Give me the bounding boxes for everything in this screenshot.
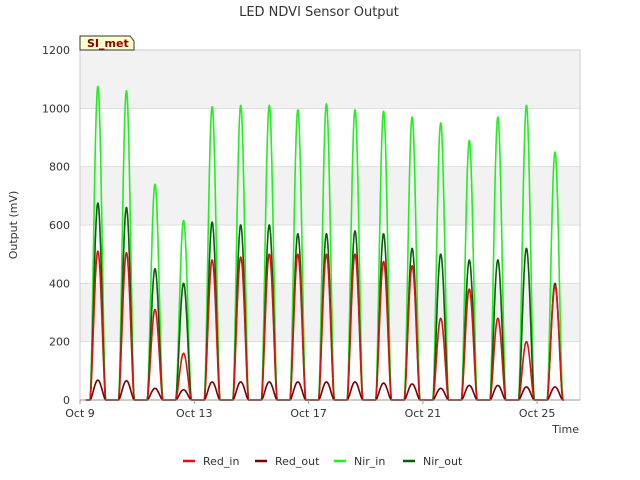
chart-title: LED NDVI Sensor Output [239,5,399,20]
legend-label: Nir_in [354,455,385,468]
x-tick-label: Oct 9 [65,407,95,420]
x-axis-label: Time [551,423,579,436]
legend-label: Red_out [275,455,320,468]
plot-band [80,108,580,167]
y-tick-label: 400 [49,277,70,290]
axes: 0 200 400 600 800 1000 1200 Oct 9 Oct 13 Oct 17 Oc… [42,44,581,420]
tag-label: SI_met [87,37,129,50]
x-tick-label: Oct 13 [176,407,213,420]
y-tick-label: 200 [49,336,70,349]
legend-label: Red_in [203,455,239,468]
x-tick-label: Oct 21 [405,407,442,420]
y-tick-label: 1000 [42,102,70,115]
x-tick-label: Oct 17 [290,407,327,420]
y-tick-label: 1200 [42,44,70,57]
x-tick-label: Oct 25 [519,407,556,420]
y-axis-label: Output (mV) [7,191,20,260]
y-tick-label: 0 [63,394,70,407]
plot-band [80,50,580,109]
y-tick-label: 800 [49,161,70,174]
y-tick-label: 600 [49,219,70,232]
legend: Red_in Red_out Nir_in Nir_out [183,455,463,468]
tag-box-shape [79,35,135,51]
legend-label: Nir_out [423,455,463,468]
tag-box: SI_met [79,35,135,51]
